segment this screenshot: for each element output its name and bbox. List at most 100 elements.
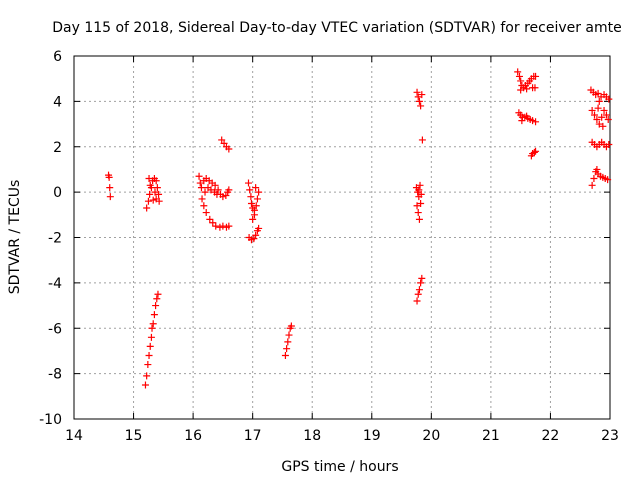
data-point — [415, 286, 423, 294]
data-point — [155, 190, 163, 198]
data-point — [225, 145, 233, 153]
data-point — [605, 95, 613, 103]
data-point — [602, 111, 610, 119]
x-tick-label: 18 — [303, 428, 321, 444]
data-point — [145, 351, 153, 359]
data-point — [244, 179, 252, 187]
data-point — [417, 199, 425, 207]
data-point — [195, 172, 203, 180]
chart-title: Day 115 of 2018, Sidereal Day-to-day VTE… — [52, 20, 622, 36]
data-point — [414, 93, 422, 101]
data-points — [105, 68, 613, 389]
data-point — [595, 120, 603, 128]
data-point — [149, 196, 157, 204]
x-tick-label: 16 — [184, 428, 202, 444]
series-sat-r — [588, 165, 612, 189]
data-point — [211, 181, 219, 189]
data-point — [595, 97, 603, 105]
y-tick-label: -2 — [48, 231, 62, 247]
series-sat-f — [244, 179, 263, 244]
data-point — [206, 215, 214, 223]
data-point — [417, 279, 425, 287]
grid-lines — [74, 56, 610, 419]
data-point — [250, 211, 258, 219]
x-tick-label: 20 — [422, 428, 440, 444]
data-point — [532, 72, 540, 80]
data-point — [281, 351, 289, 359]
data-point — [532, 118, 540, 126]
data-point — [143, 372, 151, 380]
data-point — [212, 222, 220, 230]
data-point — [518, 117, 526, 125]
data-point — [247, 193, 255, 201]
data-point — [252, 184, 260, 192]
data-point — [418, 91, 426, 99]
data-point — [149, 320, 157, 328]
series-sat-d — [195, 172, 233, 231]
data-point — [413, 297, 421, 305]
data-point — [197, 184, 205, 192]
data-point — [106, 193, 114, 201]
series-sat-h — [413, 88, 426, 110]
data-point — [155, 197, 163, 205]
data-point — [591, 111, 599, 119]
data-point — [517, 77, 525, 85]
data-point — [146, 190, 154, 198]
data-point — [529, 117, 537, 125]
data-point — [523, 112, 531, 120]
data-point — [517, 86, 525, 94]
series-sat-i — [418, 136, 426, 144]
data-point — [153, 295, 161, 303]
series-sat-n — [527, 147, 540, 160]
data-point — [415, 186, 423, 194]
series-sat-a — [105, 171, 114, 201]
data-point — [413, 202, 421, 210]
data-point — [216, 223, 224, 231]
x-tick-label: 17 — [244, 428, 262, 444]
x-tick-label: 15 — [125, 428, 143, 444]
data-point — [154, 290, 162, 298]
data-point — [253, 195, 261, 203]
data-point — [252, 231, 260, 239]
data-point — [143, 204, 151, 212]
series-sat-l — [514, 68, 540, 94]
y-tick-label: 6 — [53, 49, 62, 65]
data-point — [417, 190, 425, 198]
x-tick-label: 22 — [542, 428, 560, 444]
series-sat-e — [218, 136, 233, 153]
series-sat-o — [587, 86, 613, 105]
series-sat-c — [143, 175, 163, 212]
x-tick-label: 21 — [482, 428, 500, 444]
data-point — [196, 179, 204, 187]
series-sat-p — [588, 104, 612, 130]
data-point — [530, 148, 538, 156]
data-point — [532, 147, 540, 155]
data-point — [246, 186, 254, 194]
series-sat-q — [588, 138, 613, 151]
data-point — [255, 188, 263, 196]
data-point — [600, 106, 608, 114]
data-point — [153, 184, 161, 192]
data-point — [144, 197, 152, 205]
data-point — [598, 113, 606, 121]
data-point — [605, 140, 613, 148]
data-point — [599, 122, 607, 130]
data-point — [287, 322, 295, 330]
data-point — [284, 338, 292, 346]
y-tick-label: 0 — [53, 185, 62, 201]
data-point — [213, 190, 221, 198]
data-point — [594, 104, 602, 112]
data-point — [150, 311, 158, 319]
data-point — [604, 176, 612, 184]
data-point — [219, 222, 227, 230]
y-tick-label: -4 — [48, 276, 62, 292]
data-point — [414, 290, 422, 298]
data-point — [531, 84, 539, 92]
y-tick-label: 4 — [53, 94, 62, 110]
data-point — [604, 116, 612, 124]
data-point — [594, 89, 602, 97]
y-tick-label: -10 — [39, 412, 62, 428]
data-point — [415, 215, 423, 223]
data-point — [147, 333, 155, 341]
data-point — [515, 72, 523, 80]
